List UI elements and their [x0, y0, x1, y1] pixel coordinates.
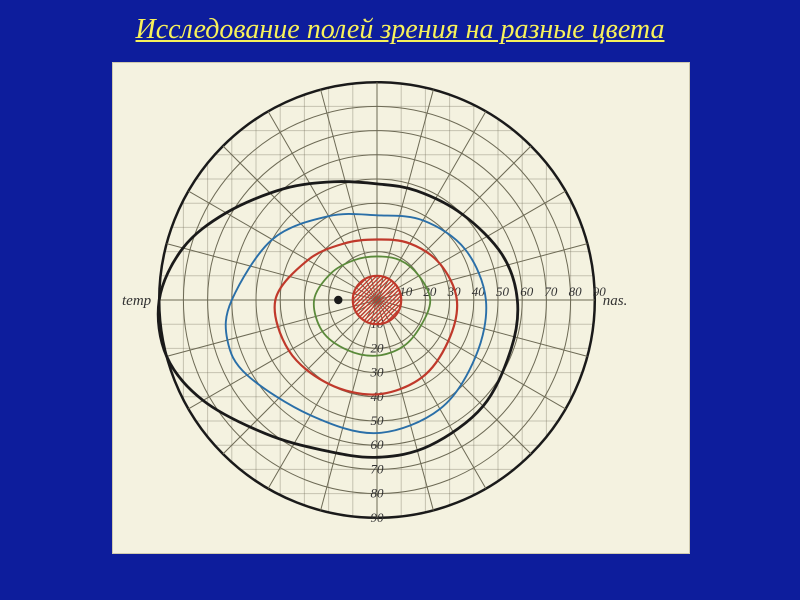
tick-down-30: 30: [370, 365, 385, 380]
tick-right-70: 70: [544, 284, 558, 299]
axis-label-nasal: nas.: [603, 293, 628, 309]
perimetry-figure: 102030405060708090102030405060708090nas.…: [112, 62, 690, 554]
tick-right-80: 80: [569, 284, 583, 299]
tick-down-20: 20: [371, 340, 385, 355]
meridian-135: [223, 146, 377, 300]
isopter-blue: [226, 214, 487, 433]
tick-down-60: 60: [371, 437, 385, 452]
tick-down-90: 90: [371, 510, 385, 525]
blind-spot-dot: [334, 296, 342, 304]
polar-chart: 102030405060708090102030405060708090nas.…: [113, 63, 689, 553]
slide: Исследование полей зрения на разные цвет…: [0, 0, 800, 600]
slide-title: Исследование полей зрения на разные цвет…: [0, 0, 800, 46]
tick-right-60: 60: [520, 284, 534, 299]
tick-right-50: 50: [496, 284, 510, 299]
axis-label-temporal: temp: [122, 293, 152, 309]
tick-down-40: 40: [371, 389, 385, 404]
tick-down-80: 80: [371, 486, 385, 501]
tick-down-70: 70: [371, 461, 385, 476]
meridian-45: [377, 146, 531, 300]
tick-down-50: 50: [371, 413, 385, 428]
